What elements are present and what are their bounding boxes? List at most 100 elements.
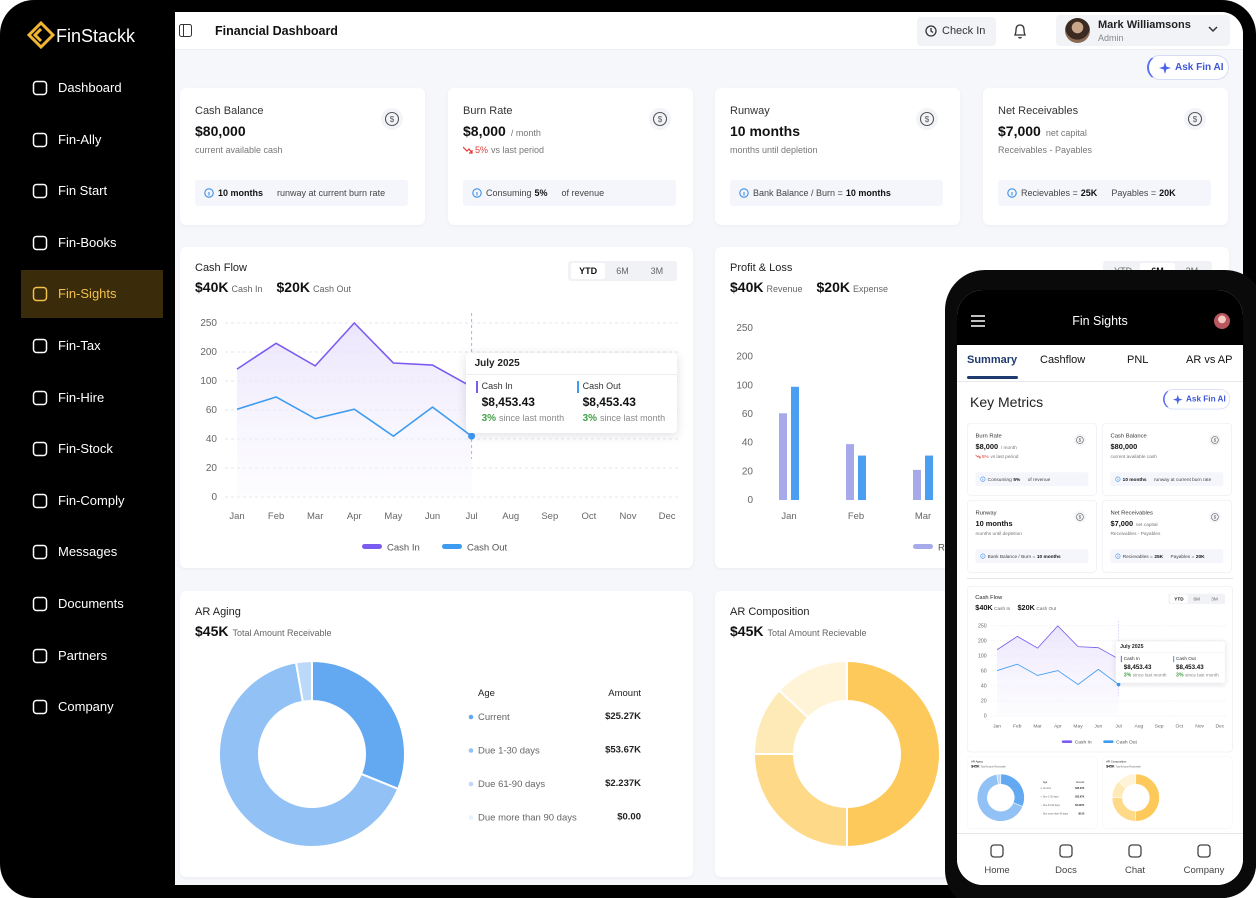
chart-title: Profit & Loss xyxy=(730,262,793,274)
bottom-nav-item[interactable]: Company xyxy=(1183,865,1225,876)
nav-item[interactable]: Fin-Ally xyxy=(58,131,102,147)
currency-icon xyxy=(1211,513,1219,521)
range-tab[interactable]: 6M xyxy=(616,265,629,276)
user-name: Mark Williamsons xyxy=(1098,19,1191,31)
y-tick-label: 250 xyxy=(736,323,753,334)
value-label: $2.237K xyxy=(605,778,641,789)
kpi-unit: net capital xyxy=(1045,128,1087,138)
currency-icon-bg xyxy=(649,108,671,130)
kpi-note: Recievables = 25K Payables = 20K xyxy=(1110,549,1224,564)
nav-item[interactable]: Fin-Stock xyxy=(58,441,113,457)
phone-header xyxy=(957,290,1243,345)
range-tab[interactable]: 6M xyxy=(1193,596,1200,602)
x-tick-label: Mar xyxy=(915,511,931,522)
range-tabs: YTD 6M 3M xyxy=(568,261,677,281)
nav-icon xyxy=(990,844,1004,858)
chart-title: Cash Flow xyxy=(975,594,1003,601)
icon: $ xyxy=(1074,434,1086,446)
active-highlight xyxy=(21,270,163,319)
y-tick-label: 250 xyxy=(978,623,987,629)
total-value: $20K xyxy=(1017,603,1035,612)
kpi-note: Consuming 5% of revenue xyxy=(463,180,676,206)
range-tab[interactable]: 3M xyxy=(1211,596,1218,602)
total-value: $40K xyxy=(195,279,229,295)
phone-avatar xyxy=(1214,313,1230,329)
nav-item[interactable]: Messages xyxy=(58,544,118,560)
kpi-sub: Receivables - Payables xyxy=(1110,530,1161,537)
bar xyxy=(779,413,787,500)
nav-item[interactable]: Partners xyxy=(58,647,108,663)
page-title: Financial Dashboard xyxy=(215,24,338,38)
kpi-title: Cash Balance xyxy=(1110,432,1147,439)
tooltip-label: Cash Out xyxy=(1176,655,1196,662)
tooltip-value: $8,453.43 xyxy=(1123,663,1152,671)
ask-ai-button[interactable]: Ask Fin AI xyxy=(1147,55,1229,80)
nav-item[interactable]: Company xyxy=(58,699,114,715)
card: Burn Rate $ $8,000/ month 5% vs last period C… xyxy=(967,423,1097,496)
top-bar: Financial Dashboard Check In Mark Williams… xyxy=(175,12,1243,50)
icon: $ xyxy=(1074,511,1086,523)
currency-icon: $ xyxy=(658,115,663,124)
kpi-sub: current available cash xyxy=(1110,453,1157,460)
range-tab[interactable]: YTD xyxy=(1170,594,1188,604)
range-tab[interactable]: 3M xyxy=(650,265,664,276)
nav-item[interactable]: Dashboard xyxy=(58,80,122,95)
tooltip: July 2025 Cash In $8,453.43 3% since last mo… xyxy=(1115,641,1225,683)
chart-title: Cash Flow xyxy=(195,262,247,274)
bottom-nav-item[interactable]: Docs xyxy=(1055,865,1077,876)
mobile-tab[interactable]: AR vs AP xyxy=(1186,354,1233,366)
nav-icon xyxy=(32,545,48,560)
ask-ai-button[interactable]: Ask Fin AI xyxy=(1163,389,1231,410)
nav-item[interactable]: Fin-Sights xyxy=(58,286,117,302)
nav-item[interactable]: Fin Start xyxy=(58,183,108,199)
mobile-tab[interactable]: Cashflow xyxy=(1040,354,1086,366)
x-tick-label: Apr xyxy=(347,511,362,522)
icon: $ xyxy=(1209,434,1221,446)
total-label: Revenue xyxy=(766,284,803,294)
kpi-note-text: 10 months xyxy=(218,187,264,198)
kpi-change-row: 5% vs last period xyxy=(975,454,1018,460)
nav-item[interactable]: Documents xyxy=(58,596,124,611)
nav-item[interactable]: Fin-Comply xyxy=(58,492,125,508)
mobile-tab[interactable]: Summary xyxy=(967,354,1018,366)
nav-item[interactable]: Fin-Books xyxy=(58,234,117,250)
user-menu[interactable]: Mark Williamsons Admin xyxy=(1056,15,1230,46)
bottom-nav-item[interactable]: Chat xyxy=(1124,865,1146,876)
tooltip-change-text: since last month xyxy=(1185,672,1219,678)
kpi-sub: current available cash xyxy=(195,145,283,155)
bar xyxy=(925,455,933,500)
icon xyxy=(32,183,48,199)
phone-screen: Fin Sights Summary Cashflow PNL AR vs AP Key … xyxy=(957,290,1243,885)
check-in-button[interactable]: Check In xyxy=(917,17,996,46)
chart-totals: $40K Cash In $20K Cash Out xyxy=(975,603,1056,612)
kpi-change-text: vs last period xyxy=(990,453,1019,460)
icon xyxy=(1208,26,1218,33)
legend-swatch xyxy=(1103,740,1114,743)
card: Net Receivables $ $7,000 net capital Receiva… xyxy=(983,88,1228,225)
icon: $ xyxy=(649,108,671,130)
card: Runway $10 months months until depletion Ba… xyxy=(967,500,1097,573)
kpi-change-text: vs last period xyxy=(491,145,545,155)
donut-segment xyxy=(1135,773,1160,822)
icon xyxy=(1013,24,1027,39)
range-tab[interactable]: YTD xyxy=(571,262,606,280)
tooltip-change-text: since last month xyxy=(600,413,666,423)
nav-icon xyxy=(32,441,48,457)
kpi-note-text: Payables = xyxy=(1170,553,1195,559)
tooltip-label: Cash In xyxy=(1123,655,1140,662)
icon xyxy=(32,390,48,405)
nav-item[interactable]: Fin-Tax xyxy=(58,338,101,353)
card: Cash Balance $ $80,000 current available ca… xyxy=(1102,423,1232,496)
total-label: Cash In xyxy=(994,605,1011,611)
nav-icon xyxy=(32,338,48,354)
currency-icon-bg xyxy=(381,108,403,130)
nav-item[interactable]: Fin-Hire xyxy=(58,389,105,405)
kpi-change-row: 5% vs last period xyxy=(463,145,544,156)
kpi-note-text: 5% xyxy=(1013,476,1021,482)
bottom-nav-item[interactable]: Home xyxy=(984,865,1010,876)
x-tick-label: Jul xyxy=(1115,723,1121,729)
kpi-value: 10 months xyxy=(975,519,1013,528)
mobile-tab[interactable]: PNL xyxy=(1127,354,1149,366)
icon xyxy=(179,24,192,37)
value-label: $0.00 xyxy=(617,812,641,823)
